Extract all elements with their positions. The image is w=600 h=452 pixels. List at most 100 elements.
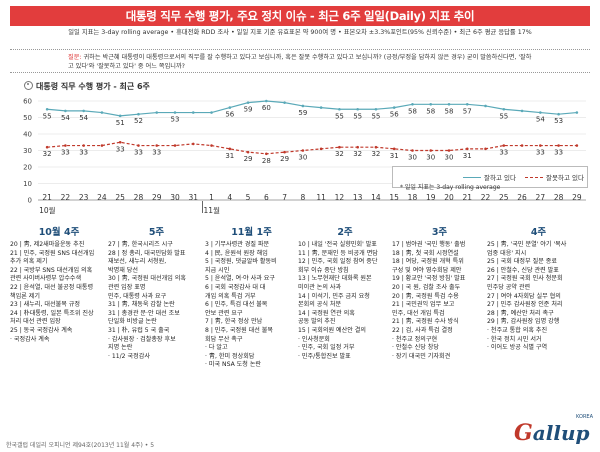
y-tick-label: 60: [23, 98, 32, 106]
event-entry: 21 | 민주, 국정원 SNS 대선개입: [10, 249, 95, 257]
data-point: [246, 101, 250, 104]
data-label: 30: [445, 154, 454, 162]
week-headers: 10월 4주 5주 11월 1주 2주 3주 4주: [10, 224, 590, 238]
data-point: [447, 103, 451, 106]
data-point: [575, 144, 579, 147]
event-entry: 27 | 민주 감사원장 인준 처리: [487, 301, 563, 309]
data-label: 31: [390, 152, 399, 160]
event-entry: 회부 이슈 중단 방침: [298, 266, 349, 274]
data-point: [246, 150, 250, 154]
data-point: [191, 111, 195, 114]
event-entry: · 민주, 국회 일정 거부: [298, 344, 355, 352]
data-point: [465, 103, 469, 106]
data-label: 33: [61, 149, 70, 157]
month-separator: [202, 201, 204, 213]
data-point: [484, 104, 487, 108]
data-label: 59: [298, 109, 307, 117]
event-entry: · 천주교 정의구현: [392, 335, 438, 343]
y-tick-label: 30: [23, 147, 32, 155]
data-label: 33: [554, 149, 563, 157]
event-entry: 31 | 朴, 유럽 5 국 출국: [108, 326, 170, 334]
event-entry: 엄중 대응' 지시: [487, 249, 527, 257]
x-tick-label: 28: [553, 193, 564, 202]
event-entry: 22 | 국방부 SNS 대선개입 의혹: [10, 266, 93, 274]
event-entry: 박명재 당선: [108, 266, 138, 274]
week-header: 5주: [148, 227, 165, 238]
series-line: [47, 100, 577, 117]
event-entry: 재보선, 새누리 서청원,: [108, 258, 167, 266]
x-tick-label: 31: [188, 193, 199, 202]
data-point: [210, 111, 213, 114]
event-entry: 관련 입장 표명: [108, 283, 146, 291]
event-entry: 미이관 논의 사과: [298, 283, 342, 291]
x-tick-label: 25: [115, 193, 125, 202]
data-point: [137, 112, 140, 116]
event-entry: 책임론 제기: [10, 292, 40, 300]
data-label: 33: [499, 149, 508, 157]
event-entry: 6 | 국회 국정감사 대 대: [205, 283, 266, 291]
question-label: 질문:: [68, 54, 82, 61]
event-entry: 25 | 靑, '국민 분열' 야기 '목사: [487, 241, 567, 248]
data-label: 57: [463, 107, 472, 115]
x-tick-label: 6: [263, 193, 269, 202]
x-tick-label: 14: [371, 193, 381, 202]
data-label: 30: [298, 154, 307, 162]
data-label: 30: [426, 154, 435, 162]
question-box: 질문: 귀하는 박근혜 대통령이 대통령으로서의 직무를 잘 수행하고 있다고 …: [10, 49, 590, 73]
data-point: [118, 140, 122, 144]
data-point: [484, 147, 487, 151]
x-tick-label: 11: [316, 193, 326, 202]
data-point: [210, 144, 213, 147]
week-column: 27 | 靑, 한국시리즈 시구 28 | 정 총리, 대국민담화 발표 재보선,…: [108, 241, 205, 361]
data-point: [429, 103, 433, 106]
data-point: [118, 114, 122, 118]
event-entry: · 감사원장 · 검찰총장 후보: [108, 335, 176, 343]
data-label: 55: [43, 112, 52, 120]
x-tick-label: 21: [42, 193, 52, 202]
data-label: 54: [79, 114, 88, 122]
data-point: [411, 149, 414, 152]
legend-positive-swatch-icon: [463, 177, 481, 178]
x-tick-label: 30: [170, 193, 180, 202]
event-entry: 30 | 靑, 국정원 대선개입 의혹: [108, 275, 186, 283]
event-entry: 27 | 靑, 한국시리즈 시구: [108, 241, 173, 248]
data-point: [356, 107, 359, 111]
data-point: [520, 144, 524, 147]
data-point: [429, 149, 433, 152]
event-entry: 23 | 새누리, 대선불복 규정: [10, 301, 80, 309]
data-label: 56: [225, 111, 234, 119]
data-label: 58: [408, 107, 417, 115]
event-entry: 15 | 국회의원 예산안 결의: [298, 326, 367, 334]
event-entry: 회담 무산 촉구: [205, 335, 243, 343]
data-point: [228, 106, 232, 109]
x-tick-label: 29: [151, 193, 162, 202]
data-point: [575, 111, 579, 114]
event-entry: · 한국 정치 시민 서거: [487, 335, 542, 343]
x-tick-label: 22: [480, 193, 491, 202]
question-text: 귀하는 박근혜 대통령이 대통령으로서의 직무를 잘 수행하고 있다고 보십니까…: [68, 54, 532, 70]
x-tick-label: 22: [60, 193, 71, 202]
data-point: [374, 145, 378, 149]
data-point: [283, 101, 286, 104]
event-entry: 21 | 靑, 국정원 수사 방식: [392, 318, 459, 326]
event-entry: 20 | 靑, 국정원 특검 수용: [392, 292, 459, 300]
week-header: 4주: [530, 227, 547, 238]
data-label: 33: [134, 149, 143, 157]
event-entry: 추가 의혹 제기: [10, 258, 48, 266]
data-point: [557, 144, 560, 147]
data-point: [465, 147, 469, 151]
data-point: [411, 103, 414, 106]
event-entry: 개입 의혹 특검 거부: [205, 292, 256, 300]
event-entry: 민주당 공약 관련: [487, 283, 531, 291]
event-entry: · 11/2 국정감사: [108, 352, 150, 360]
chart-bullet-icon: [24, 81, 33, 90]
data-label: 55: [371, 112, 380, 120]
event-entry: 11 | 靑, 문재인 등 비공개 면담: [298, 249, 378, 257]
event-entry: · 안철수 신당 창당: [392, 344, 439, 352]
event-entry: 7 | 靑, 한국 정상 만남: [205, 318, 263, 326]
data-label: 28: [262, 157, 271, 165]
data-point: [319, 147, 323, 151]
data-point: [356, 145, 359, 149]
y-tick-label: 0: [28, 197, 32, 205]
data-point: [265, 152, 268, 156]
